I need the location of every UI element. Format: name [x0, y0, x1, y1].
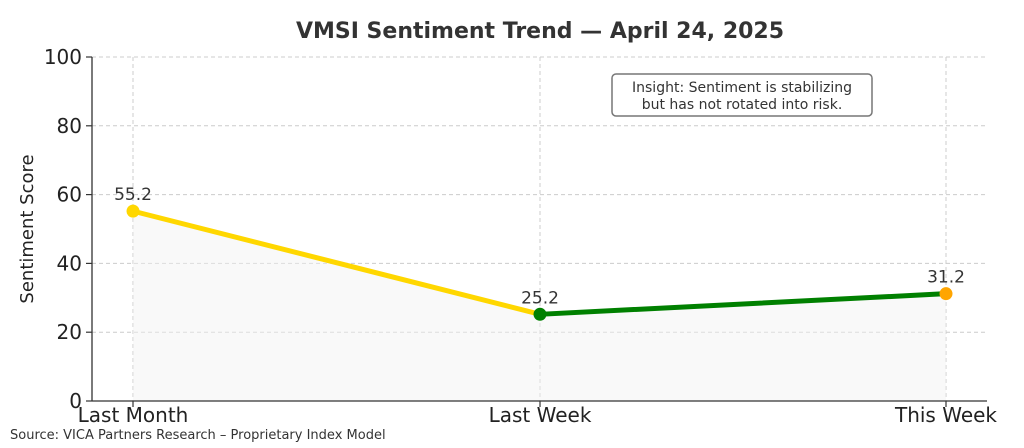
x-tick-label: Last Month: [78, 403, 189, 427]
data-label: 31.2: [927, 268, 965, 288]
x-tick-label: This Week: [894, 403, 997, 427]
chart-title: VMSI Sentiment Trend — April 24, 2025: [296, 19, 784, 44]
y-tick-label: 20: [57, 320, 82, 344]
series-lines: [130, 208, 949, 317]
y-ticks: 0 20 40 60 80 100: [44, 45, 92, 413]
source-note: Source: VICA Partners Research – Proprie…: [10, 428, 386, 443]
insight-line-1: Insight: Sentiment is stabilizing: [632, 80, 852, 96]
line-segment: [537, 291, 949, 317]
insight-line-2: but has not rotated into risk.: [642, 97, 843, 113]
y-tick-label: 80: [57, 114, 82, 138]
data-label: 55.2: [114, 185, 152, 205]
line-segment: [130, 208, 543, 317]
area-fill: [133, 211, 946, 401]
data-label: 25.2: [521, 288, 559, 308]
insight-box: [611, 73, 873, 117]
y-tick-label: 60: [57, 183, 82, 207]
data-point: [126, 204, 140, 218]
y-tick-label: 0: [69, 389, 82, 413]
x-tick-label: Last Week: [489, 403, 592, 427]
series-points: [126, 204, 953, 321]
insight-annotation: Insight: Sentiment is stabilizing but ha…: [611, 73, 873, 117]
data-point: [533, 307, 547, 321]
grid: [92, 56, 987, 402]
data-point: [939, 287, 953, 301]
data-labels: 55.2 25.2 31.2: [114, 185, 965, 308]
y-tick-label: 40: [57, 251, 82, 275]
y-tick-label: 100: [44, 45, 82, 69]
x-ticks: Last Month Last Week This Week: [78, 401, 997, 427]
y-axis-label: Sentiment Score: [17, 154, 38, 303]
